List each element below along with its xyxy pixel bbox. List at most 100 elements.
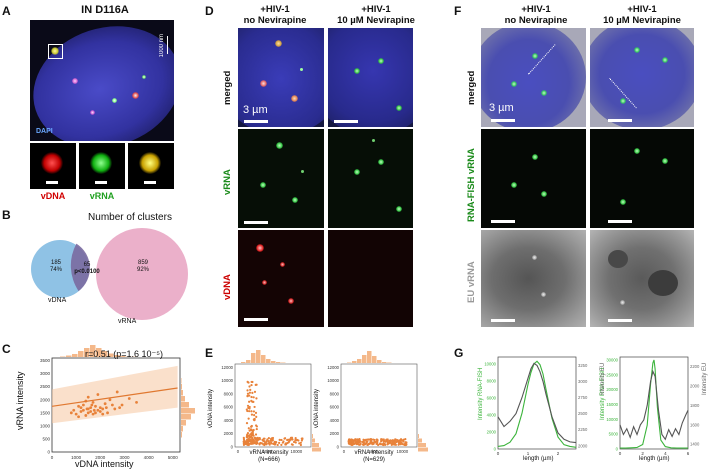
scatter-point [253, 414, 256, 417]
y-tick-label: 500 [42, 436, 50, 441]
d-merged-no-nvp: 3 µm [238, 28, 324, 127]
scatter-point [250, 380, 253, 384]
scatter-point [405, 443, 408, 447]
spot [256, 244, 264, 252]
scatter-point [294, 439, 297, 442]
y-tick-label: 12000 [327, 365, 339, 370]
scatter-point [350, 439, 353, 442]
y1-tick-label: 8000 [487, 378, 497, 383]
scatter-point [351, 441, 355, 444]
scatter-point [94, 404, 97, 408]
scatter-point [394, 438, 398, 441]
row-label-merged: merged [222, 70, 233, 105]
e-right-xlabel: vRNA intensity (N=629) [354, 450, 394, 463]
y1-tick-label: 10000 [606, 417, 618, 422]
panel-c-letter: C [2, 342, 11, 356]
scatter-point [248, 394, 251, 397]
scatter-point [86, 395, 90, 399]
f-eu-nvp [590, 230, 694, 327]
scatter-point [394, 443, 398, 446]
spot [275, 40, 282, 47]
scale-bar [608, 319, 632, 322]
x-tick-label: 4000 [144, 455, 155, 460]
scatter-point [294, 441, 297, 444]
y-tick-label: 0 [337, 445, 340, 450]
scatter-point [246, 392, 250, 395]
scatter-point [296, 438, 299, 442]
nucleolus [608, 250, 628, 268]
scatter-point [358, 439, 361, 442]
inset-scale-bar [46, 181, 58, 184]
inset-vdna [30, 143, 76, 189]
x-tick-label: 3000 [119, 455, 130, 460]
hist-bar [276, 362, 281, 363]
scatter-point [118, 406, 122, 410]
scatter-point [120, 403, 124, 407]
scatter-point [368, 442, 371, 445]
y1-tick-label: 0 [616, 447, 619, 452]
y-tick-label: 0 [47, 450, 50, 455]
scatter-point [246, 404, 250, 407]
spot [634, 148, 640, 154]
panel-b-title: Number of clusters [88, 212, 172, 223]
x-tick-label: 10000 [291, 449, 303, 454]
scatter-point [247, 427, 250, 430]
panel-a-letter: A [2, 4, 11, 18]
y2-tick-label: 2750 [578, 395, 588, 400]
x-tick-labels: 0 1000 2000 3000 4000 5000 [51, 455, 179, 460]
scatter-point [72, 408, 76, 412]
scale-bar [491, 319, 515, 322]
scatter-point [248, 391, 252, 394]
x-tick-label: 0 [497, 451, 500, 456]
scatter-point [347, 438, 351, 441]
left-right-histogram [312, 434, 321, 452]
scatter-point [251, 440, 254, 443]
y-tick-label: 8000 [224, 391, 234, 396]
d-vrna-no-nvp [238, 129, 324, 228]
spot [90, 110, 95, 115]
scatter-point [127, 397, 131, 400]
spot [372, 139, 375, 142]
scatter-point [299, 441, 302, 444]
x-tick-label: 0 [51, 455, 54, 460]
e-left-ylabel: vDNA intensity [208, 388, 214, 428]
y-tick-labels: 0 500 1000 1500 2000 2500 3000 3500 [40, 358, 51, 454]
scatter-point [399, 439, 402, 442]
spot [288, 298, 294, 304]
y1-tick-label: 15000 [606, 402, 618, 407]
hist-bar [312, 443, 319, 447]
scatter-point [267, 437, 270, 440]
f-fish-nvp [590, 129, 694, 228]
merge-spot [139, 152, 161, 174]
scatter-point [400, 439, 404, 442]
spot [620, 98, 626, 104]
hist-bar [60, 356, 66, 357]
f-fish-no-nvp [481, 129, 586, 228]
d-merged-nvp [328, 28, 413, 127]
panel-d-col2-title: +HIV-1 10 µM Nevirapine [337, 4, 415, 26]
spot [511, 182, 517, 188]
scatter-point [278, 441, 281, 444]
scatter-point [370, 438, 373, 441]
scatter-point [96, 393, 100, 396]
chart-e: 0 5000 10000 0 2000 4000 6000 8000 10000 12000 0 50… [221, 350, 428, 454]
hist-bar [181, 390, 183, 396]
vdna-spot [41, 152, 63, 174]
scatter-point [79, 410, 83, 413]
y-tick-label: 6000 [330, 405, 340, 410]
scatter-points [69, 390, 138, 419]
inset-vrna-label: vRNA [89, 191, 115, 201]
hist-bar [181, 384, 182, 390]
hist-bar [357, 359, 362, 363]
scatter-point [248, 410, 251, 413]
scatter-point [382, 439, 386, 442]
y2-tick-label: 2200 [690, 364, 700, 369]
scatter-point [101, 412, 105, 416]
spot [541, 292, 546, 297]
scatter-point [397, 439, 400, 442]
spot [634, 47, 640, 53]
spot [532, 53, 538, 59]
hist-bar [181, 426, 183, 432]
scatter-point [384, 443, 387, 446]
x-tick-label: 6 [687, 451, 690, 456]
